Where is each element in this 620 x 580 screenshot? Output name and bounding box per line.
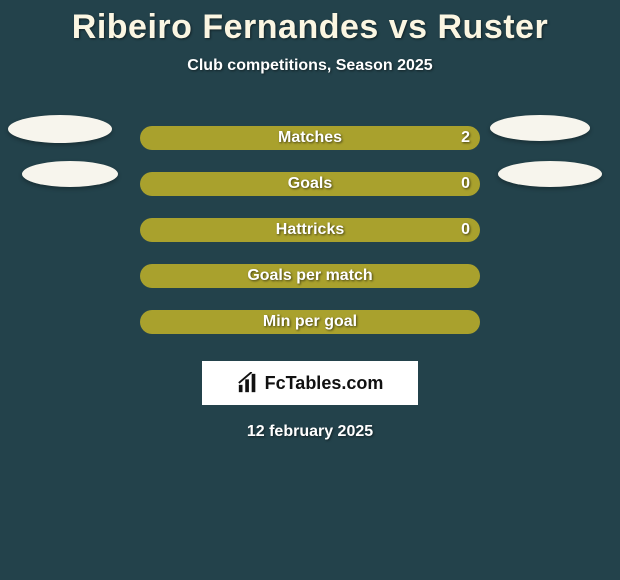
- stat-row: Min per goal: [0, 299, 620, 345]
- stats-area: Matches 2 Goals 0 Hattricks 0 Goals per match M…: [0, 115, 620, 345]
- stat-bar: Hattricks 0: [140, 218, 480, 242]
- stat-label: Goals: [288, 175, 332, 193]
- stat-label: Min per goal: [263, 313, 357, 331]
- stat-value: 2: [461, 129, 470, 147]
- stat-label: Goals per match: [247, 267, 372, 285]
- stat-bar: Min per goal: [140, 310, 480, 334]
- stat-label: Hattricks: [276, 221, 344, 239]
- date-label: 12 february 2025: [0, 423, 620, 441]
- stat-bar: Matches 2: [140, 126, 480, 150]
- stat-row: Goals per match: [0, 253, 620, 299]
- infographic-container: Ribeiro Fernandes vs Ruster Club competi…: [0, 0, 620, 580]
- stat-value: 0: [461, 175, 470, 193]
- stat-row: Goals 0: [0, 161, 620, 207]
- stat-bar: Goals 0: [140, 172, 480, 196]
- stat-bar: Goals per match: [140, 264, 480, 288]
- stat-value: 0: [461, 221, 470, 239]
- logo-box: FcTables.com: [202, 361, 418, 405]
- stat-row: Hattricks 0: [0, 207, 620, 253]
- bar-chart-icon: [237, 372, 259, 394]
- stat-label: Matches: [278, 129, 342, 147]
- page-title: Ribeiro Fernandes vs Ruster: [0, 0, 620, 47]
- subtitle: Club competitions, Season 2025: [0, 57, 620, 75]
- stat-row: Matches 2: [0, 115, 620, 161]
- logo-text: FcTables.com: [265, 373, 384, 394]
